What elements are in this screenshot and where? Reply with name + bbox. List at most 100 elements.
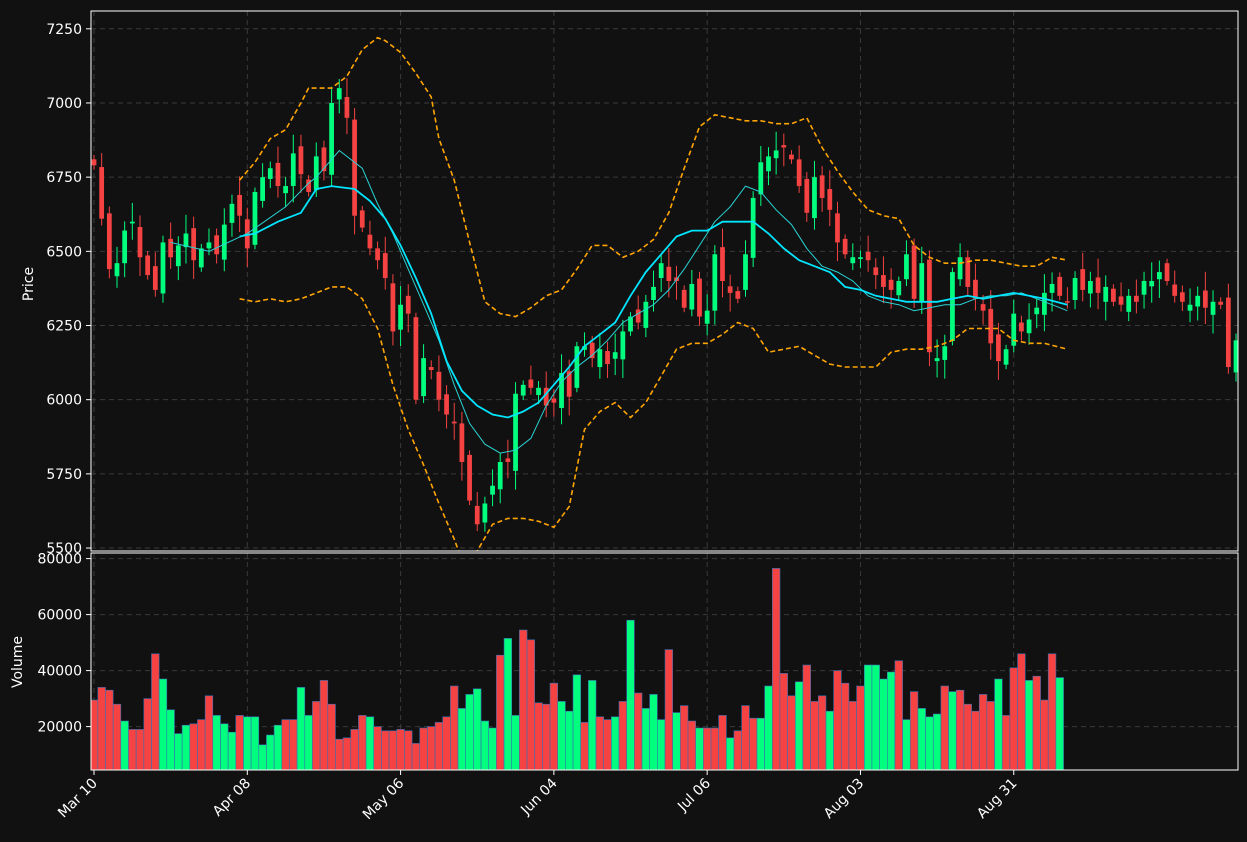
candle-body <box>191 228 197 261</box>
volume-bar <box>166 709 175 770</box>
candle-body <box>704 310 710 324</box>
volume-bar <box>764 685 773 770</box>
candle-body <box>175 245 181 267</box>
volume-bar <box>496 654 505 770</box>
candle-body <box>628 316 633 332</box>
candle-body <box>168 238 174 258</box>
candle-body <box>344 97 350 118</box>
volume-bar <box>373 726 382 770</box>
x-tick-label: Aug 03 <box>821 776 867 822</box>
candle-body <box>735 291 741 299</box>
candle-body <box>1034 307 1040 315</box>
volume-bar <box>565 710 574 770</box>
candle-body <box>451 421 457 424</box>
candle-body <box>1164 263 1170 281</box>
candle-body <box>543 387 549 406</box>
candle-body <box>858 257 863 260</box>
candle-body <box>321 147 327 172</box>
candle-body <box>881 275 886 287</box>
volume-bar <box>549 682 559 770</box>
volume-bar <box>902 719 911 770</box>
volume-bar <box>427 726 436 770</box>
candle-body <box>1019 322 1024 332</box>
candle-body <box>528 379 534 388</box>
candle-body <box>359 210 365 228</box>
candle-body <box>260 177 265 201</box>
candle-body <box>114 263 120 277</box>
candle-body <box>942 346 948 360</box>
volume-bar <box>741 705 750 770</box>
price-tick-label: 6750 <box>46 170 82 186</box>
volume-bar <box>695 727 704 770</box>
candle-body <box>605 351 610 365</box>
volume-bar <box>863 664 873 770</box>
candle-body <box>896 281 902 296</box>
volume-bar <box>649 694 658 770</box>
volume-bar <box>626 619 635 770</box>
volume-bar <box>657 719 666 770</box>
volume-bar <box>986 701 995 770</box>
volume-bar <box>358 715 367 770</box>
volume-bar <box>105 689 114 770</box>
volume-bar <box>473 688 482 770</box>
candle-body <box>1233 340 1238 373</box>
candle-body <box>1126 295 1132 312</box>
volume-bar <box>457 708 467 770</box>
volume-bar <box>128 729 137 770</box>
volume-bar <box>772 568 781 770</box>
candle-body <box>919 263 925 303</box>
candle-body <box>1072 278 1078 300</box>
x-tick-label: Apr 08 <box>210 776 254 820</box>
volume-bar <box>818 695 827 770</box>
volume-bar <box>879 678 888 770</box>
candle-body <box>352 119 357 216</box>
candle-body <box>743 254 748 290</box>
volume-bar <box>281 719 290 770</box>
volume-bar <box>335 738 344 770</box>
candle-body <box>773 150 779 159</box>
candle-body <box>474 505 480 525</box>
candle-body <box>1195 295 1201 307</box>
volume-bar <box>419 727 428 770</box>
volume-tick-label: 40000 <box>37 664 82 680</box>
candle-body <box>490 485 495 495</box>
candle-body <box>106 213 112 270</box>
volume-bar <box>718 715 727 770</box>
volume-bar <box>174 733 183 770</box>
candle-body <box>781 145 787 148</box>
candle-body <box>1103 286 1109 302</box>
volume-bar <box>120 720 129 770</box>
candle-body <box>206 242 212 249</box>
candle-body <box>957 257 963 280</box>
volume-bar <box>795 681 804 770</box>
volume-bar <box>756 717 765 770</box>
volume-bar <box>1040 699 1049 770</box>
volume-bar <box>787 695 796 770</box>
candle-body <box>183 233 189 248</box>
sma-fast-line <box>170 149 1068 454</box>
candle-body <box>1141 281 1147 295</box>
candle-body <box>796 159 802 187</box>
candle-body <box>375 248 380 261</box>
candle-body <box>850 257 856 264</box>
volume-bar <box>848 701 857 770</box>
candle-body <box>1049 283 1055 293</box>
volume-bar <box>634 692 643 770</box>
x-tick-label: Aug 31 <box>974 776 1020 822</box>
candle-body <box>1065 301 1070 303</box>
candle-body <box>566 371 572 397</box>
candle-body <box>589 342 595 359</box>
volume-bar <box>726 737 735 770</box>
sma-slow-line <box>239 185 1068 419</box>
candle-body <box>689 283 695 310</box>
candle-body <box>911 245 917 299</box>
candle-body <box>620 331 626 360</box>
candle-body <box>804 178 810 213</box>
volume-bar <box>641 708 650 770</box>
volume-bar <box>580 722 589 770</box>
candle-body <box>988 308 994 344</box>
volume-bar <box>948 691 957 770</box>
volume-bar <box>312 701 321 770</box>
volume-bar <box>542 703 551 770</box>
volume-bar <box>243 716 252 770</box>
